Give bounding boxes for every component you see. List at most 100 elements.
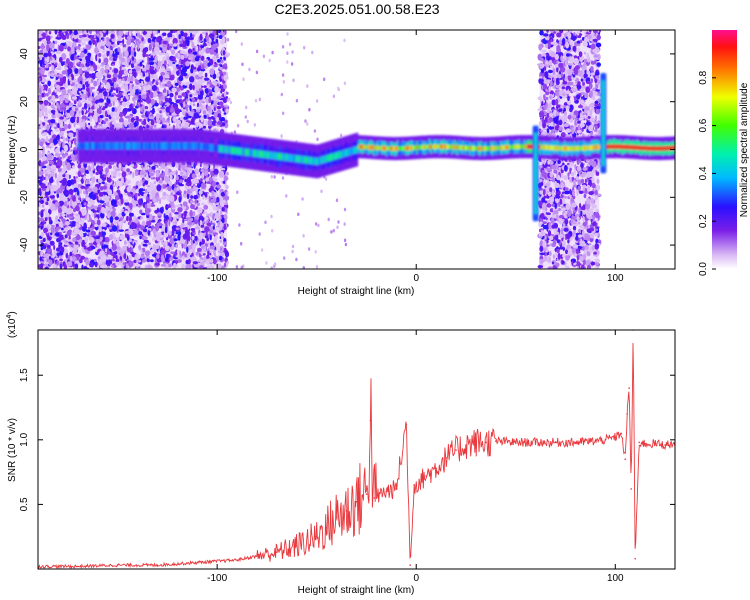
noise-speck bbox=[139, 61, 143, 67]
noise-speck bbox=[80, 185, 86, 189]
noise-speck bbox=[164, 176, 170, 183]
noise-speck bbox=[126, 186, 132, 193]
noise-speck bbox=[86, 213, 90, 221]
noise-speck bbox=[190, 195, 194, 199]
noise-speck bbox=[62, 174, 66, 178]
noise-speck bbox=[184, 178, 188, 183]
noise-speck bbox=[94, 47, 99, 54]
noise-speck bbox=[97, 42, 103, 47]
noise-speck bbox=[103, 124, 108, 128]
noise-speck bbox=[83, 202, 87, 206]
noise-speck bbox=[83, 175, 87, 182]
noise-speck bbox=[117, 172, 121, 177]
noise-speck bbox=[217, 121, 223, 126]
noise-speck bbox=[50, 142, 54, 148]
noise-speck bbox=[182, 101, 186, 108]
noise-speck bbox=[171, 87, 177, 93]
noise-speck bbox=[43, 107, 48, 113]
noise-speck bbox=[203, 204, 209, 210]
noise-speck bbox=[177, 207, 183, 213]
noise-speck bbox=[166, 56, 170, 61]
noise-speck bbox=[40, 211, 44, 218]
noise-speck bbox=[88, 122, 91, 126]
noise-speck bbox=[84, 71, 90, 79]
noise-speck bbox=[98, 52, 102, 58]
noise-speck bbox=[140, 107, 143, 112]
noise-speck bbox=[61, 88, 67, 96]
noise-speck bbox=[149, 125, 153, 130]
noise-speck bbox=[65, 155, 68, 160]
noise-speck bbox=[201, 172, 205, 179]
noise-speck bbox=[174, 170, 177, 174]
noise-speck bbox=[81, 110, 84, 116]
noise-speck bbox=[189, 217, 194, 222]
noise-speck bbox=[116, 105, 122, 112]
noise-speck bbox=[54, 89, 57, 93]
noise-speck bbox=[143, 228, 148, 233]
noise-speck bbox=[101, 107, 106, 111]
noise-speck bbox=[141, 114, 145, 118]
noise-speck bbox=[117, 110, 120, 115]
noise-speck bbox=[118, 229, 124, 232]
noise-speck bbox=[151, 165, 156, 170]
noise-speck bbox=[174, 82, 179, 86]
noise-speck bbox=[154, 245, 160, 250]
noise-speck bbox=[130, 163, 134, 168]
noise-speck bbox=[61, 213, 66, 217]
noise-speck bbox=[60, 152, 63, 156]
noise-speck bbox=[147, 230, 151, 236]
noise-speck bbox=[80, 232, 84, 238]
noise-speck bbox=[110, 31, 115, 34]
noise-speck bbox=[147, 111, 151, 115]
noise-speck bbox=[54, 201, 60, 208]
noise-speck bbox=[86, 104, 91, 107]
noise-speck bbox=[152, 228, 156, 234]
noise-speck bbox=[148, 116, 154, 120]
noise-speck bbox=[167, 117, 170, 121]
noise-speck bbox=[134, 200, 139, 205]
noise-speck bbox=[178, 211, 182, 219]
noise-speck bbox=[41, 42, 45, 51]
noise-speck bbox=[161, 125, 165, 129]
noise-speck bbox=[40, 104, 45, 111]
noise-speck bbox=[50, 72, 55, 78]
noise-speck bbox=[185, 215, 188, 219]
noise-speck bbox=[163, 87, 166, 94]
noise-speck bbox=[172, 222, 176, 226]
noise-speck bbox=[186, 113, 189, 119]
noise-speck bbox=[129, 171, 132, 174]
noise-speck bbox=[209, 252, 212, 256]
noise-speck bbox=[204, 77, 210, 81]
noise-speck bbox=[206, 258, 210, 266]
noise-speck bbox=[155, 81, 159, 86]
noise-speck bbox=[110, 258, 116, 262]
noise-speck bbox=[115, 168, 121, 172]
noise-speck bbox=[212, 225, 215, 230]
noise-speck bbox=[59, 258, 63, 262]
noise-speck bbox=[208, 93, 213, 97]
noise-speck bbox=[140, 216, 144, 220]
noise-speck bbox=[155, 262, 160, 266]
noise-speck bbox=[199, 33, 203, 41]
noise-speck bbox=[168, 219, 171, 227]
noise-speck bbox=[141, 60, 144, 63]
noise-speck bbox=[136, 32, 141, 37]
noise-speck bbox=[112, 206, 114, 209]
noise-speck bbox=[199, 232, 204, 235]
noise-speck bbox=[149, 61, 155, 65]
noise-speck bbox=[175, 99, 181, 103]
noise-speck bbox=[82, 66, 88, 71]
noise-speck bbox=[51, 65, 55, 72]
noise-speck bbox=[68, 174, 71, 179]
noise-speck bbox=[58, 32, 65, 38]
noise-speck bbox=[148, 167, 152, 174]
noise-speck bbox=[175, 175, 179, 181]
noise-speck bbox=[51, 95, 56, 102]
noise-speck bbox=[41, 209, 44, 212]
noise-speck bbox=[64, 234, 68, 239]
noise-speck bbox=[78, 110, 81, 115]
noise-speck bbox=[208, 97, 212, 104]
noise-speck bbox=[60, 246, 65, 253]
noise-speck bbox=[91, 194, 97, 201]
noise-speck bbox=[167, 185, 172, 192]
